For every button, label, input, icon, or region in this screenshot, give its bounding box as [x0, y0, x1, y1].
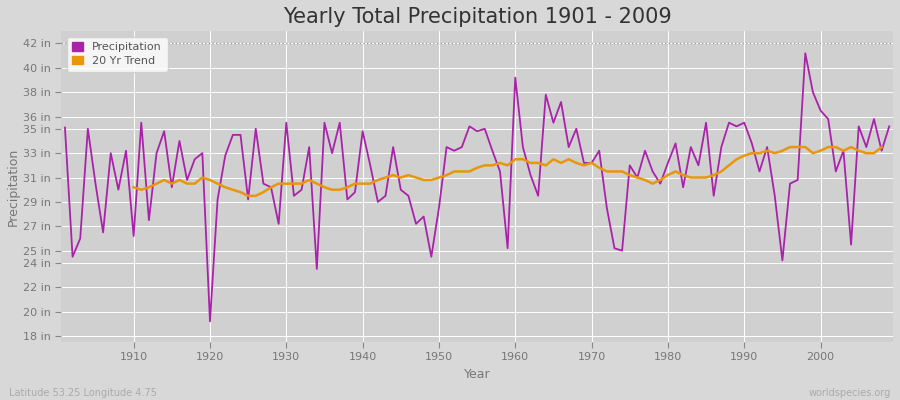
20 Yr Trend	[334, 187, 345, 192]
20 Yr Trend	[243, 194, 254, 198]
20 Yr Trend	[877, 145, 887, 150]
20 Yr Trend	[128, 185, 139, 190]
Title: Yearly Total Precipitation 1901 - 2009: Yearly Total Precipitation 1901 - 2009	[283, 7, 671, 27]
20 Yr Trend	[364, 181, 375, 186]
Text: Latitude 53.25 Longitude 4.75: Latitude 53.25 Longitude 4.75	[9, 388, 157, 398]
Line: Precipitation: Precipitation	[65, 53, 889, 321]
Precipitation	[121, 148, 131, 153]
Y-axis label: Precipitation: Precipitation	[7, 148, 20, 226]
Precipitation	[296, 187, 307, 192]
Text: worldspecies.org: worldspecies.org	[809, 388, 891, 398]
20 Yr Trend	[724, 163, 734, 168]
Precipitation	[884, 124, 895, 129]
Legend: Precipitation, 20 Yr Trend: Precipitation, 20 Yr Trend	[67, 37, 167, 72]
20 Yr Trend	[785, 145, 796, 150]
Precipitation	[510, 75, 521, 80]
20 Yr Trend	[510, 157, 521, 162]
Precipitation	[518, 145, 528, 150]
Precipitation	[342, 197, 353, 202]
Line: 20 Yr Trend: 20 Yr Trend	[133, 147, 882, 196]
Precipitation	[800, 51, 811, 56]
Precipitation	[204, 319, 215, 324]
20 Yr Trend	[311, 181, 322, 186]
X-axis label: Year: Year	[464, 368, 490, 381]
Precipitation	[59, 125, 70, 130]
20 Yr Trend	[533, 160, 544, 165]
Precipitation	[609, 246, 620, 251]
